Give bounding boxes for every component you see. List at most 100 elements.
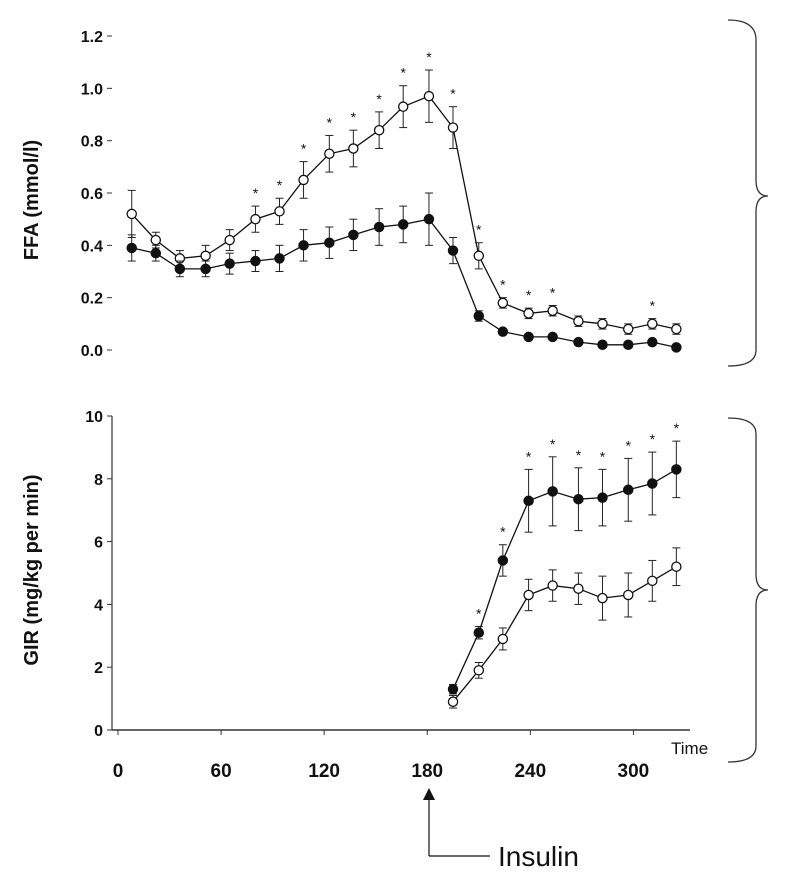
gir-x-tick-label: 0 <box>113 761 124 782</box>
ffa-y-tick-label: 1.0 <box>81 81 103 98</box>
ffa-open-point <box>523 308 534 319</box>
gir-y-tick-label: 2 <box>94 660 103 677</box>
ffa-panel: 0.0 0.2 0.4 0.6 0.8 1.0 1.2 * * * * * * * * * * * * * * <box>81 29 682 360</box>
gir-significance-star: * <box>650 431 656 447</box>
ffa-filled-point <box>547 331 558 343</box>
gir-open-point <box>523 589 534 601</box>
ffa-significance-star: * <box>450 86 456 102</box>
ffa-y-tick-label: 0.4 <box>81 238 103 255</box>
ffa-open-point <box>497 297 509 309</box>
ffa-filled-point <box>373 221 385 233</box>
ffa-filled-point <box>200 263 211 275</box>
ffa-open-point <box>597 318 608 330</box>
ffa-filled-point <box>597 339 608 351</box>
ffa-open-point <box>473 250 485 262</box>
gir-open-point <box>447 696 459 707</box>
ffa-y-tick-label: 1.2 <box>81 29 103 46</box>
gir-significance-star: * <box>500 524 506 540</box>
gir-y-tick-label: 10 <box>85 409 103 426</box>
gir-significance-star: * <box>626 437 632 453</box>
gir-open-point <box>622 589 634 601</box>
ffa-filled-point <box>274 253 285 264</box>
gir-panel-brace <box>727 417 769 763</box>
gir-x-tick-label: 300 <box>618 761 650 782</box>
ffa-filled-point <box>523 331 534 343</box>
ffa-filled-point <box>174 263 186 275</box>
gir-significance-star: * <box>550 436 556 452</box>
ffa-open-point <box>547 305 558 316</box>
ffa-filled-point <box>324 237 335 248</box>
ffa-significance-star: * <box>526 287 532 303</box>
ffa-significance-star: * <box>376 91 382 107</box>
gir-x-tick-label: 60 <box>211 761 232 782</box>
gir-x-tick-label: 180 <box>411 761 443 782</box>
ffa-open-point <box>224 234 235 246</box>
ffa-filled-point <box>397 219 409 230</box>
ffa-y-tick-label: 0.0 <box>81 343 103 360</box>
gir-open-point <box>573 583 584 594</box>
ffa-filled-point <box>298 240 309 251</box>
ffa-open-point <box>573 315 584 327</box>
gir-filled-point <box>497 555 509 566</box>
ffa-filled-point <box>423 213 435 225</box>
gir-filled-point <box>671 464 682 475</box>
gir-significance-star: * <box>674 420 680 436</box>
gir-y-tick-label: 0 <box>94 723 103 740</box>
ffa-axis-label: FFA (mmol/l) <box>21 140 43 260</box>
ffa-open-series-line <box>131 95 677 330</box>
ffa-y-tick-label: 0.2 <box>81 291 103 308</box>
ffa-open-point <box>150 234 162 246</box>
ffa-open-point <box>126 208 137 220</box>
gir-significance-star: * <box>576 447 582 463</box>
ffa-open-point <box>423 90 435 102</box>
ffa-open-point <box>298 174 309 186</box>
ffa-significance-star: * <box>327 114 333 130</box>
ffa-filled-point <box>150 247 162 259</box>
gir-filled-point <box>622 484 634 496</box>
ffa-open-point <box>647 318 658 330</box>
gir-open-point <box>547 580 558 591</box>
gir-y-tick-label: 4 <box>94 597 103 614</box>
gir-open-series-line <box>452 566 677 703</box>
insulin-arrow-head <box>423 788 435 800</box>
ffa-filled-point <box>573 336 584 348</box>
ffa-filled-point <box>497 326 509 337</box>
ffa-open-point <box>348 143 359 154</box>
gir-significance-star: * <box>476 605 482 621</box>
gir-panel: 0 2 4 6 8 10 0 60 120 180 240 300 * * * * * * * * * <box>85 409 690 782</box>
ffa-open-point <box>250 213 261 225</box>
ffa-significance-star: * <box>400 65 406 81</box>
ffa-filled-point <box>348 229 359 241</box>
ffa-significance-star: * <box>253 185 259 201</box>
gir-open-point <box>597 592 608 604</box>
ffa-y-tick-label: 0.8 <box>81 134 103 151</box>
gir-open-point <box>671 561 682 572</box>
gir-filled-point <box>473 627 485 638</box>
ffa-panel-brace <box>727 19 769 367</box>
ffa-significance-star: * <box>476 222 482 238</box>
gir-filled-series-line <box>452 468 677 690</box>
gir-filled-point <box>523 495 534 507</box>
ffa-significance-star: * <box>301 141 307 157</box>
ffa-open-point <box>324 148 335 159</box>
x-axis-label: Time <box>671 739 708 758</box>
ffa-significance-star: * <box>500 277 506 293</box>
gir-significance-star: * <box>600 448 606 464</box>
gir-x-tick-label: 240 <box>514 761 546 782</box>
ffa-filled-point <box>647 336 658 348</box>
ffa-significance-star: * <box>351 109 357 125</box>
ffa-filled-point <box>622 339 634 351</box>
ffa-filled-point <box>671 342 682 353</box>
ffa-open-point <box>622 323 634 335</box>
insulin-label: Insulin <box>498 841 579 872</box>
ffa-filled-series-line <box>131 218 677 349</box>
gir-significance-star: * <box>526 448 532 464</box>
ffa-significance-star: * <box>426 49 432 65</box>
gir-y-tick-label: 6 <box>94 535 103 552</box>
ffa-open-point <box>373 124 385 136</box>
gir-y-tick-label: 8 <box>94 472 103 489</box>
ffa-filled-point <box>250 255 261 267</box>
ffa-open-point <box>671 323 682 335</box>
ffa-significance-star: * <box>650 298 656 314</box>
